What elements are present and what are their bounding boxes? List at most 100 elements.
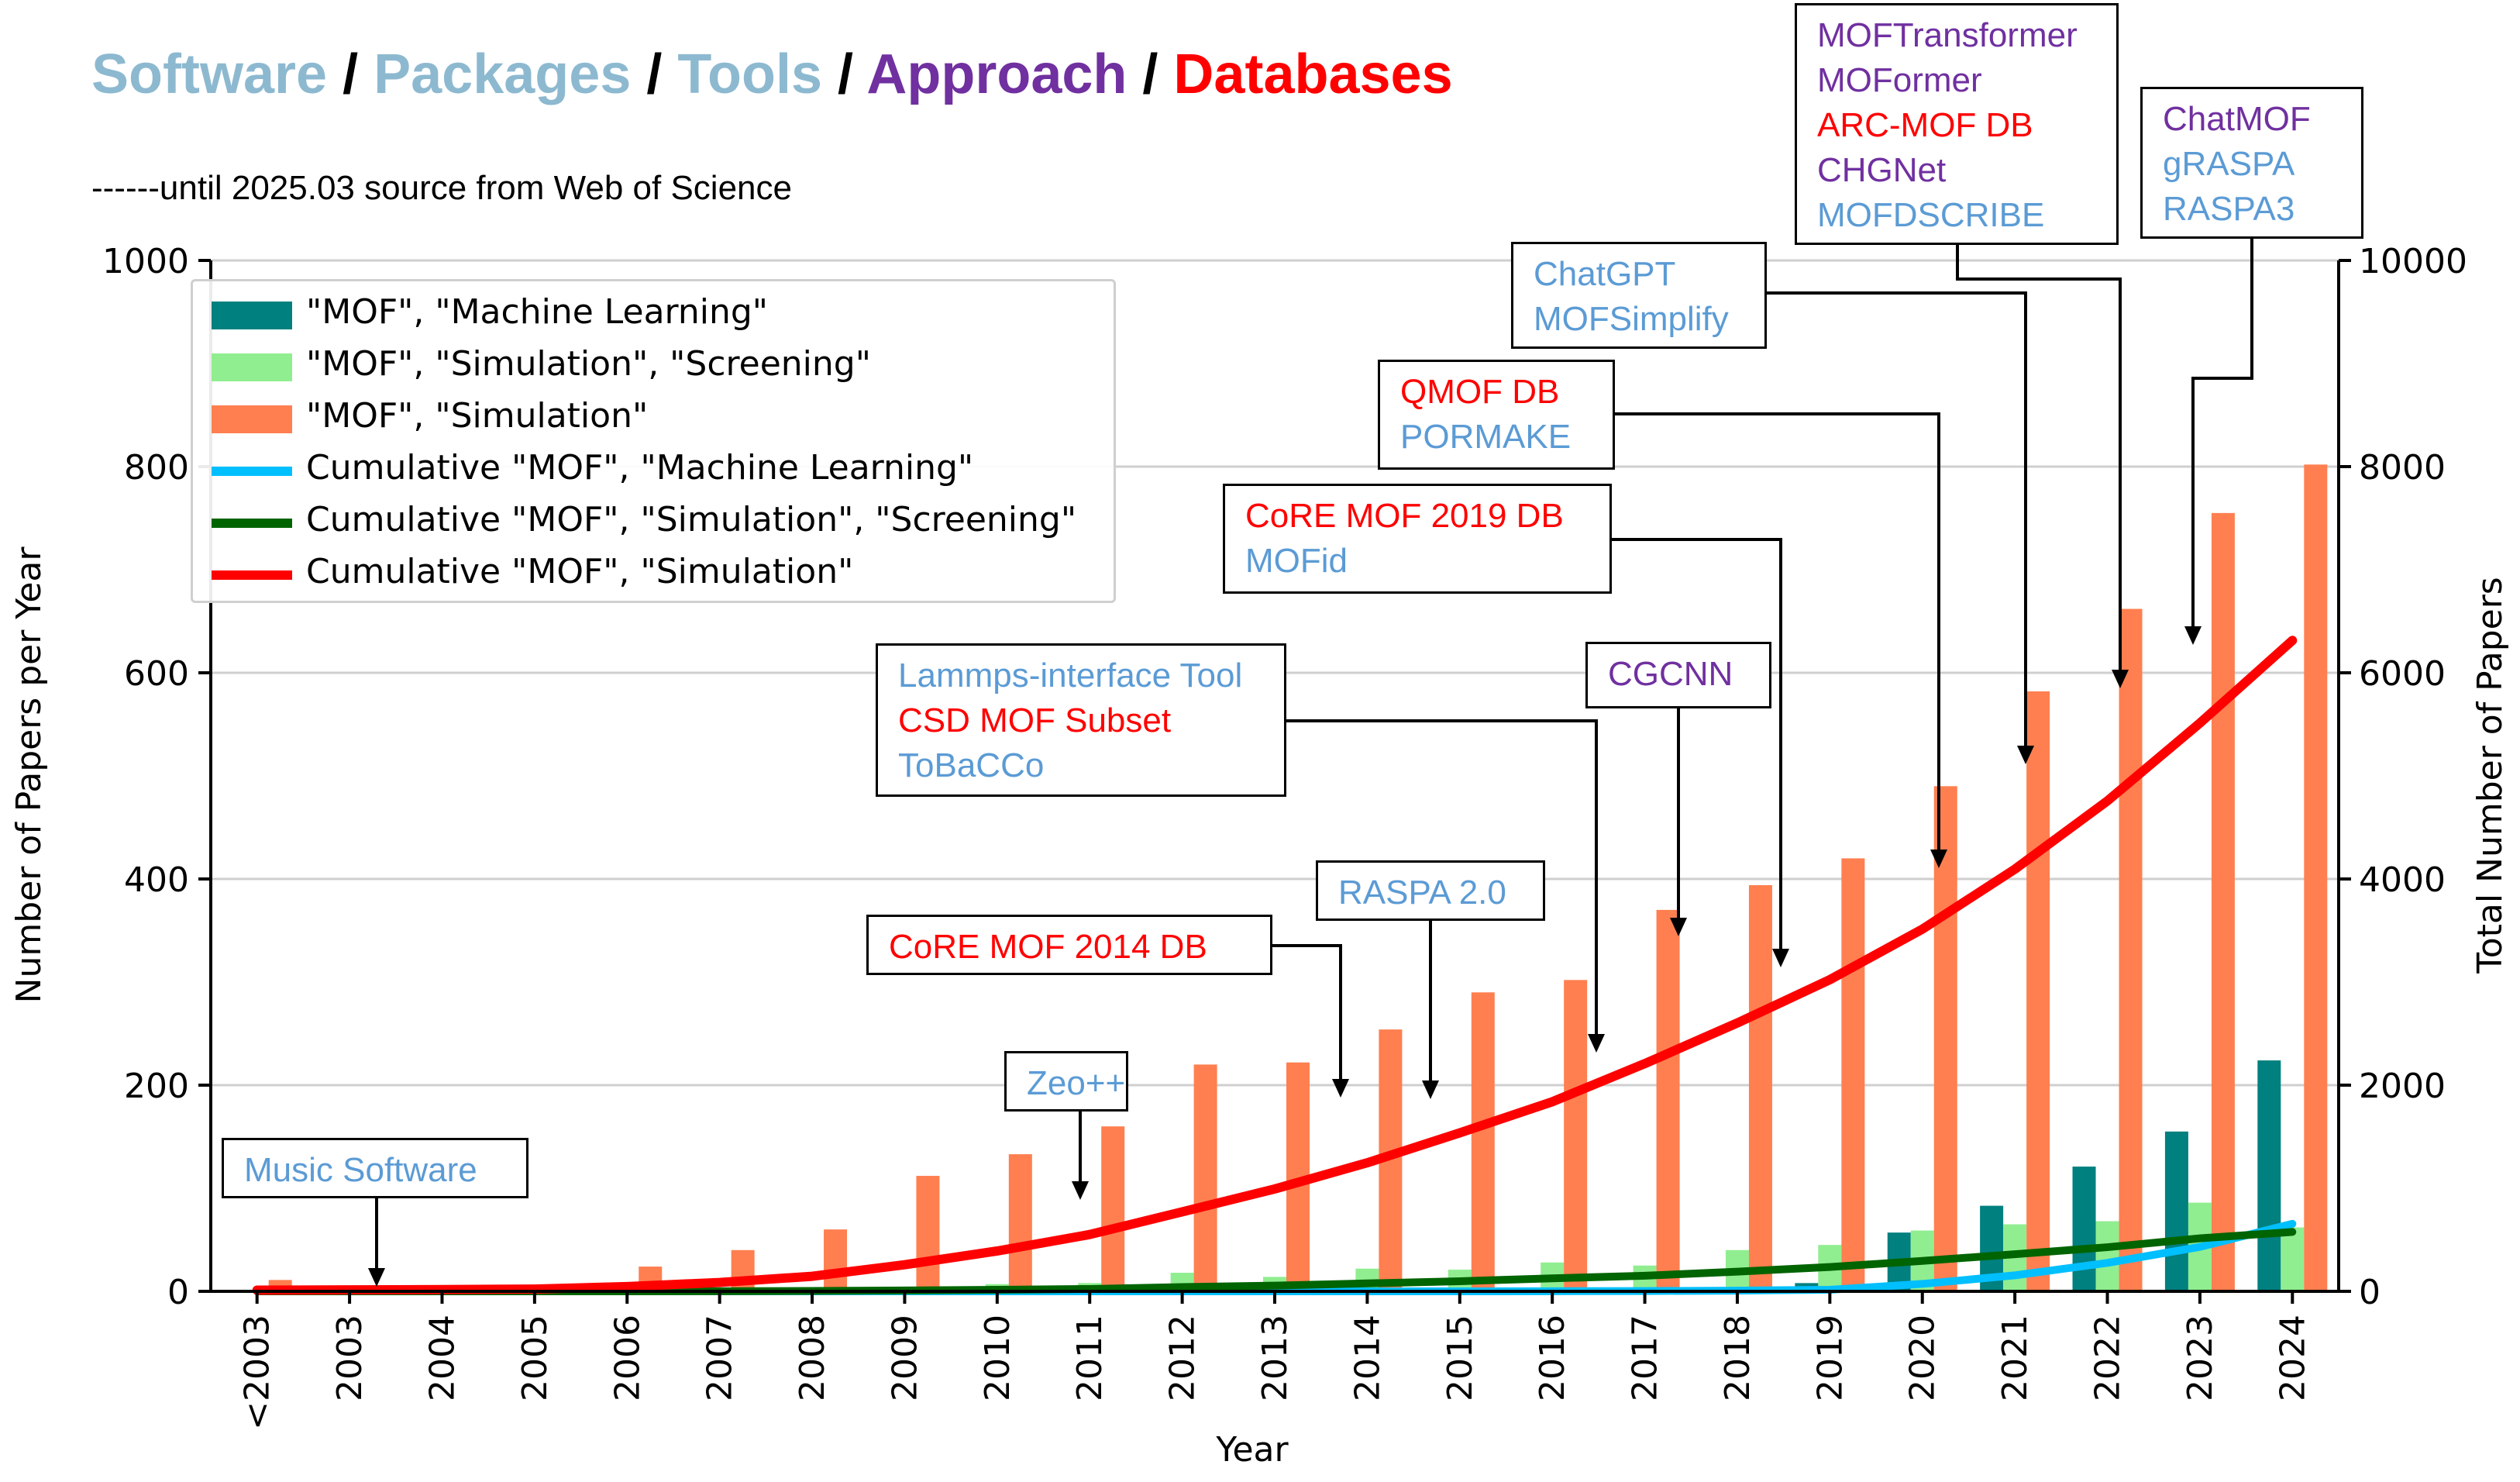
annotation-arrow <box>1272 944 1342 1082</box>
annotation-text: CGCNN <box>1608 655 1733 693</box>
legend-swatch <box>212 302 292 329</box>
x-tick-label: 2007 <box>701 1315 740 1401</box>
title-part: / <box>327 43 374 105</box>
annotation-arrow <box>1956 245 2122 673</box>
annotation-text: RASPA 2.0 <box>1338 874 1506 912</box>
arrow-head <box>1670 918 1687 936</box>
x-tick-label: 2011 <box>1070 1315 1110 1401</box>
y-axis-label: Number of Papers per Year <box>9 546 49 1004</box>
arrow-head <box>368 1268 385 1287</box>
annotation-text: CSD MOF Subset <box>898 701 1172 739</box>
x-tick-label: 2023 <box>2181 1315 2220 1401</box>
x-tick-label: 2024 <box>2273 1315 2312 1401</box>
legend: "MOF", "Machine Learning" "MOF", "Simulat… <box>191 279 1116 603</box>
annotation-arrows <box>368 239 2253 1287</box>
annotation-box: CoRE MOF 2014 DB <box>866 915 1272 975</box>
legend-swatch <box>212 353 292 381</box>
arrow-head <box>2184 626 2202 645</box>
legend-swatch <box>212 519 292 528</box>
x-axis-label: Year <box>1215 1430 1289 1470</box>
y-tick-label: 600 <box>124 654 189 694</box>
legend-swatch <box>212 467 292 476</box>
annotation-text: Lammps-interface Tool <box>898 657 1243 694</box>
title-part: Packages <box>374 43 632 105</box>
annotation-text: ToBaCCo <box>898 746 1045 784</box>
arrow-head <box>1422 1080 1439 1099</box>
chart-subtitle: ------until 2025.03 source from Web of S… <box>91 169 792 207</box>
annotation-box: CoRE MOF 2019 DB MOFid <box>1223 484 1612 594</box>
annotation-box: QMOF DB PORMAKE <box>1378 360 1615 470</box>
bar <box>2164 1131 2188 1291</box>
annotation-text: RASPA3 <box>2163 190 2295 228</box>
title-part: / <box>1127 43 1174 105</box>
annotation-text: MOFTransformer <box>1817 16 2078 54</box>
bar <box>2072 1167 2096 1291</box>
annotation-text: CoRE MOF 2019 DB <box>1245 497 1564 535</box>
bar <box>2281 1227 2305 1291</box>
annotation-box: ChatGPT MOFSimplify <box>1511 242 1767 349</box>
annotation-arrow <box>1612 538 1782 952</box>
bar <box>1471 992 1495 1291</box>
title-part: / <box>631 43 678 105</box>
bar <box>2304 464 2328 1291</box>
y-tick-label: 1000 <box>102 242 189 281</box>
x-tick-label: 2009 <box>885 1315 924 1401</box>
bar <box>2026 691 2050 1291</box>
x-tick-label: 2014 <box>1348 1315 1387 1401</box>
arrow-head <box>2112 670 2129 688</box>
title-part: Tools <box>677 43 823 105</box>
legend-swatch <box>212 570 292 580</box>
x-tick-label: <2003 <box>238 1315 277 1430</box>
x-tick-label: 2012 <box>1163 1315 1203 1401</box>
legend-item: "MOF", "Machine Learning" <box>193 291 1114 337</box>
arrow-head <box>1930 850 1947 868</box>
arrow-head <box>1332 1079 1349 1098</box>
legend-label: Cumulative "MOF", "Machine Learning" <box>306 448 974 488</box>
annotation-text: Zeo++ <box>1027 1064 1126 1102</box>
x-tick-label: 2015 <box>1441 1315 1480 1401</box>
x-tick-label: 2013 <box>1255 1315 1295 1401</box>
x-tick-label: 2004 <box>422 1315 462 1401</box>
x-tick-label: 2006 <box>608 1315 647 1401</box>
annotation-box: Zeo++ <box>1004 1051 1128 1112</box>
x-tick-label: 2021 <box>1995 1315 2035 1401</box>
annotation-box: MOFTransformer MOFormer ARC-MOF DB CHGNet MO… <box>1795 3 2119 245</box>
legend-item: "MOF", "Simulation" <box>193 395 1114 441</box>
y-tick-label: 800 <box>124 448 189 488</box>
annotation-box: Music Software <box>222 1138 528 1198</box>
x-tick-label: 2018 <box>1718 1315 1757 1401</box>
legend-item: "MOF", "Simulation", "Screening" <box>193 343 1114 389</box>
annotation-text: MOFDSCRIBE <box>1817 196 2045 234</box>
bar <box>2119 608 2143 1291</box>
annotation-box: CGCNN <box>1585 642 1771 708</box>
y-tick-label-right: 8000 <box>2359 448 2446 488</box>
arrow-head <box>1772 949 1789 967</box>
y-tick-label-right: 10000 <box>2359 242 2467 281</box>
arrow-head <box>2017 746 2034 764</box>
tick-labels: 020040060080010000200040006000800010000<… <box>102 242 2467 1430</box>
annotation-text: CoRE MOF 2014 DB <box>889 928 1207 966</box>
y-tick-label: 0 <box>167 1273 189 1312</box>
bar <box>1748 884 1772 1291</box>
x-tick-label: 2020 <box>1903 1315 1943 1401</box>
y-tick-label-right: 0 <box>2359 1273 2381 1312</box>
y-tick-label-right: 2000 <box>2359 1067 2446 1106</box>
chart-title: Software / Packages / Tools / Approach /… <box>91 47 1453 102</box>
annotation-arrow <box>1615 412 1940 853</box>
legend-label: Cumulative "MOF", "Simulation", "Screeni… <box>306 500 1077 539</box>
annotation-text: Music Software <box>244 1151 477 1189</box>
title-part: Databases <box>1173 43 1453 105</box>
annotation-arrow <box>1286 719 1598 1037</box>
title-part: Approach <box>866 43 1127 105</box>
bar <box>2095 1221 2119 1291</box>
annotation-box: ChatMOF gRASPA RASPA3 <box>2140 87 2363 239</box>
x-tick-label: 2003 <box>330 1315 370 1401</box>
title-part: Software <box>91 43 328 105</box>
x-tick-label: 2022 <box>2088 1315 2128 1401</box>
annotation-box: RASPA 2.0 <box>1316 860 1545 921</box>
annotation-arrow <box>2191 239 2253 629</box>
x-tick-label: 2010 <box>978 1315 1017 1401</box>
legend-label: "MOF", "Simulation", "Screening" <box>306 344 871 384</box>
y-tick-label: 200 <box>124 1067 189 1106</box>
annotation-text: MOFormer <box>1817 61 1982 99</box>
